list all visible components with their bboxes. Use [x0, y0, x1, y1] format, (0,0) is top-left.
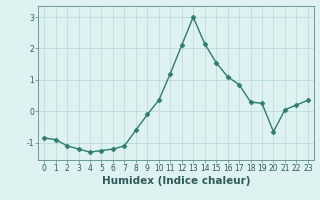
X-axis label: Humidex (Indice chaleur): Humidex (Indice chaleur) — [102, 176, 250, 186]
